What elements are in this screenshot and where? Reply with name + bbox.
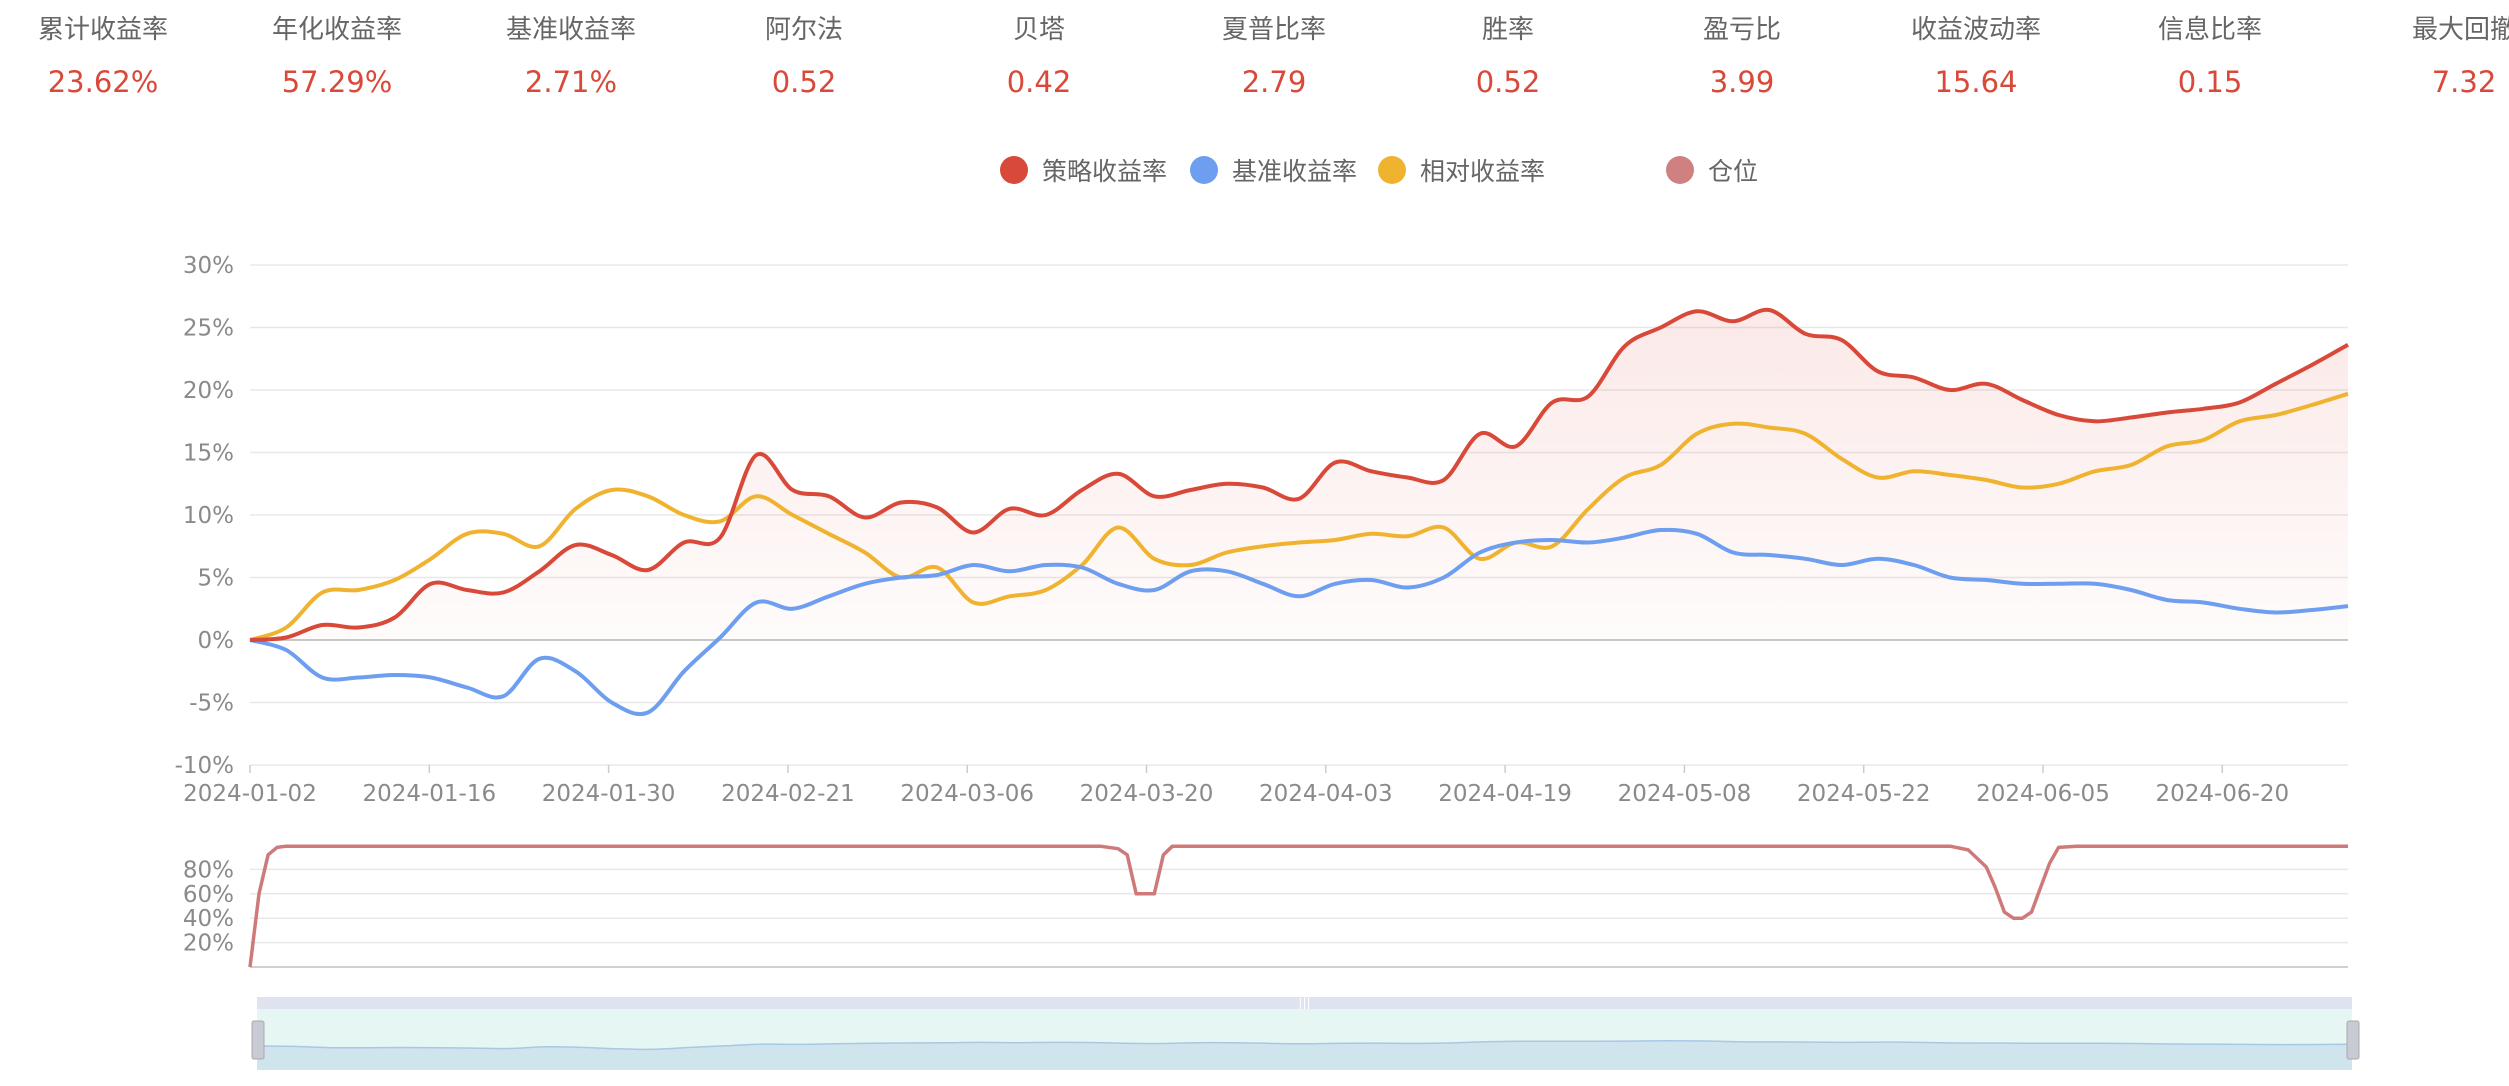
y-tick-label: -5% [189,691,234,717]
position-y-tick-label: 40% [183,906,234,932]
stat-label: 年化收益率 [271,15,402,45]
position-y-tick-label: 60% [183,882,234,908]
x-tick-label: 2024-06-20 [2155,781,2289,807]
slider-left-handle[interactable] [251,1020,265,1060]
x-tick-label: 2024-01-16 [362,781,496,807]
stat-item: 年化收益率 57.29% [237,10,437,104]
stat-value: 0.52 [771,65,837,99]
stat-item: 盈亏比 3.99 [1642,10,1842,104]
stat-item: 基准收益率 2.71% [471,10,671,104]
series-line-strategy [249,307,2349,642]
legend-label: 基准收益率 [1232,157,1358,186]
stat-value: 0.15 [2177,65,2243,99]
stat-value: 57.29% [281,65,393,99]
stat-value: 23.62% [47,65,159,99]
legend-label: 策略收益率 [1042,157,1168,186]
position-y-tick-label: 20% [183,931,234,957]
stat-item: 胜率 0.52 [1408,10,1608,104]
y-tick-label: 30% [183,253,234,279]
stat-value: 0.52 [1475,65,1541,99]
stat-label: 盈亏比 [1702,15,1781,45]
slider-mini-area [257,1040,2352,1070]
stat-label: 收益波动率 [1910,15,2041,45]
position-chart: 20%40%60%80% [183,844,2348,968]
stat-value: 0.42 [1006,65,1072,99]
stat-label: 夏普比率 [1221,15,1326,45]
series-line-relative [249,391,2349,642]
y-tick-label: 25% [183,316,234,342]
stat-value: 2.71% [524,65,618,99]
stat-value: 15.64 [1934,65,2018,99]
stat-value: 3.99 [1709,65,1775,99]
x-axis-ticks: 2024-01-02 2024-01-16 2024-01-30 2024-02-21… [183,765,2289,807]
stat-item: 贝塔 0.42 [939,10,1139,104]
legend-label: 仓位 [1708,157,1759,186]
x-tick-label: 2024-03-06 [900,781,1034,807]
slider-mini-line [256,1039,2353,1051]
position-y-tick-label: 80% [183,857,234,883]
legend-dot-icon [1666,156,1694,184]
slider-grip-icon[interactable]: ||| [1298,996,1310,1010]
stat-label: 胜率 [1481,15,1534,45]
legend-item[interactable]: 相对收益率 [1378,148,1545,192]
chart-legend: 策略收益率 基准收益率 相对收益率 仓位 [0,148,2509,192]
legend-dot-icon [1000,156,1028,184]
legend-item[interactable]: 策略收益率 [1000,148,1167,192]
stat-item: 最大回撤 7.32 [2364,10,2509,104]
x-tick-label: 2024-06-05 [1976,781,2110,807]
legend-label: 相对收益率 [1420,157,1546,186]
series-line-benchmark [249,527,2349,717]
main-chart-series [249,307,2349,717]
position-line [248,844,2348,968]
x-tick-label: 2024-01-02 [183,781,317,807]
stat-item: 夏普比率 2.79 [1174,10,1374,104]
stat-label: 信息比率 [2157,15,2262,45]
y-tick-label: 5% [198,566,235,592]
slider-right-handle[interactable] [2346,1020,2360,1060]
strategy-area-fill [250,309,2348,640]
stat-item: 信息比率 0.15 [2110,10,2310,104]
stat-label: 累计收益率 [37,15,168,45]
legend-dot-icon [1190,156,1218,184]
stat-label: 基准收益率 [505,15,636,45]
legend-item[interactable]: 基准收益率 [1190,148,1357,192]
stat-label: 阿尔法 [764,15,843,45]
x-tick-label: 2024-04-19 [1438,781,1572,807]
slider-top-bar[interactable] [257,997,2352,1009]
stat-item: 收益波动率 15.64 [1876,10,2076,104]
legend-dot-icon [1378,156,1406,184]
legend-item[interactable]: 仓位 [1666,148,1758,192]
zoom-slider[interactable]: ||| [251,996,2360,1070]
x-tick-label: 2024-05-22 [1797,781,1931,807]
stat-item: 累计收益率 23.62% [3,10,203,104]
x-tick-label: 2024-03-20 [1080,781,1214,807]
y-tick-label: 15% [183,441,234,467]
y-tick-label: 10% [183,503,234,529]
y-tick-label: 20% [183,378,234,404]
stat-value: 7.32 [2431,65,2497,99]
stat-value: 2.79 [1241,65,1307,99]
stat-label: 贝塔 [1012,15,1065,45]
y-tick-label: 0% [198,628,235,654]
stats-row: 累计收益率 23.62% 年化收益率 57.29% 基准收益率 2.71% 阿尔法 0.52 贝… [0,0,2509,130]
x-tick-label: 2024-02-21 [721,781,855,807]
y-tick-label: -10% [175,753,234,779]
x-tick-label: 2024-04-03 [1259,781,1393,807]
stat-label: 最大回撤 [2411,15,2509,45]
x-tick-label: 2024-01-30 [542,781,676,807]
stat-item: 阿尔法 0.52 [704,10,904,104]
x-tick-label: 2024-05-08 [1618,781,1752,807]
